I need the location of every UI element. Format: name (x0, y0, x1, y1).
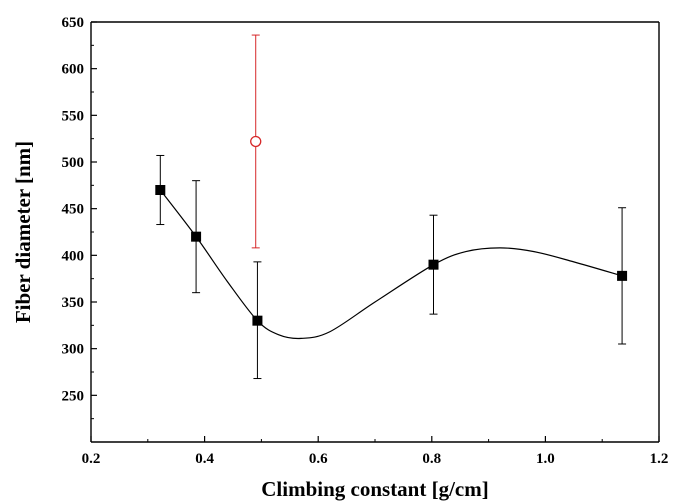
x-tick-label: 0.2 (82, 451, 101, 467)
data-point-square (155, 185, 166, 195)
y-tick-label: 600 (62, 62, 85, 78)
y-tick-label: 350 (62, 295, 85, 311)
plot-axes (90, 21, 660, 443)
x-axis-label: Climbing constant [g/cm] (261, 477, 489, 501)
axis-tick-labels: 0.2 0.4 0.6 0.8 1.0 1.2 250 300 350 400 450 500 550 6… (62, 15, 669, 467)
y-tick-label: 550 (62, 108, 85, 124)
markers-layer (155, 135, 628, 326)
data-point-square (428, 259, 439, 270)
fit-curve (159, 189, 623, 340)
x-tick-label: 0.6 (309, 451, 328, 467)
y-tick-label: 500 (62, 155, 85, 171)
y-tick-label: 250 (62, 388, 85, 404)
data-point-square (252, 315, 263, 326)
x-tick-label: 0.4 (195, 451, 214, 467)
data-point-square (191, 231, 202, 242)
y-tick-label: 300 (62, 342, 85, 358)
y-tick-label: 450 (62, 202, 85, 218)
data-point-circle (250, 135, 262, 148)
x-tick-label: 1.0 (536, 451, 555, 467)
x-tick-label: 1.2 (650, 451, 669, 467)
error-bars-layer (156, 34, 627, 380)
fit-curve-layer (159, 189, 623, 340)
y-tick-label: 650 (62, 15, 85, 31)
y-axis-label: Fiber diameter [nm] (11, 141, 35, 323)
y-tick-label: 400 (62, 248, 85, 264)
data-point-square (617, 270, 628, 281)
x-tick-label: 0.8 (422, 451, 441, 467)
axis-ticks (90, 21, 660, 442)
